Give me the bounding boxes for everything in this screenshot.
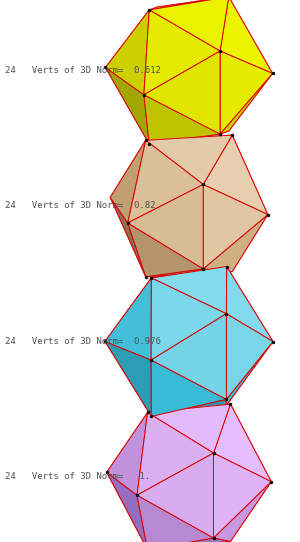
Polygon shape	[110, 143, 175, 228]
Polygon shape	[229, 0, 272, 73]
Polygon shape	[164, 404, 241, 459]
Polygon shape	[144, 51, 220, 134]
Polygon shape	[146, 135, 232, 184]
Polygon shape	[203, 215, 268, 272]
Polygon shape	[105, 278, 152, 360]
Polygon shape	[137, 453, 214, 538]
Polygon shape	[137, 495, 214, 542]
Polygon shape	[128, 140, 203, 223]
Polygon shape	[146, 228, 232, 277]
Polygon shape	[175, 189, 250, 272]
Polygon shape	[175, 143, 250, 228]
Polygon shape	[106, 68, 158, 144]
Polygon shape	[226, 341, 273, 405]
Polygon shape	[229, 46, 272, 131]
Polygon shape	[152, 267, 226, 314]
Polygon shape	[152, 369, 226, 416]
Polygon shape	[152, 267, 226, 283]
Polygon shape	[152, 399, 226, 416]
Polygon shape	[214, 453, 271, 538]
Polygon shape	[149, 0, 229, 10]
Polygon shape	[226, 323, 273, 405]
Polygon shape	[106, 10, 149, 95]
Polygon shape	[151, 360, 226, 416]
Polygon shape	[137, 412, 214, 495]
Polygon shape	[226, 267, 273, 341]
Text: 24   Verts of 3D Norm=  0.976: 24 Verts of 3D Norm= 0.976	[5, 337, 161, 346]
Polygon shape	[128, 223, 203, 277]
Polygon shape	[110, 197, 175, 277]
Polygon shape	[158, 46, 234, 131]
Polygon shape	[164, 416, 241, 501]
Polygon shape	[226, 314, 273, 399]
Polygon shape	[152, 267, 227, 323]
Polygon shape	[106, 68, 149, 144]
Polygon shape	[148, 404, 230, 453]
Polygon shape	[214, 404, 271, 482]
Polygon shape	[105, 283, 152, 369]
Polygon shape	[214, 482, 271, 541]
Polygon shape	[110, 197, 146, 277]
Polygon shape	[110, 140, 175, 197]
Polygon shape	[144, 95, 220, 144]
Polygon shape	[148, 404, 230, 416]
Polygon shape	[107, 412, 164, 472]
Text: 24   Verts of 3D Norm=  0.612: 24 Verts of 3D Norm= 0.612	[5, 66, 161, 75]
Polygon shape	[107, 416, 164, 501]
Polygon shape	[148, 501, 230, 542]
Text: 24   Verts of 3D Norm=   1.: 24 Verts of 3D Norm= 1.	[5, 473, 150, 481]
Polygon shape	[152, 283, 227, 369]
Polygon shape	[230, 459, 271, 541]
Polygon shape	[146, 135, 232, 143]
Polygon shape	[106, 7, 158, 68]
Polygon shape	[203, 184, 268, 269]
Polygon shape	[151, 278, 226, 360]
Polygon shape	[232, 189, 268, 272]
Polygon shape	[158, 0, 234, 46]
Polygon shape	[105, 341, 152, 416]
Polygon shape	[107, 472, 164, 542]
Polygon shape	[149, 131, 229, 144]
Text: 24   Verts of 3D Norm=  0.82: 24 Verts of 3D Norm= 0.82	[5, 202, 155, 210]
Polygon shape	[230, 404, 271, 482]
Polygon shape	[105, 341, 152, 416]
Polygon shape	[146, 269, 232, 277]
Polygon shape	[158, 7, 234, 90]
Polygon shape	[203, 135, 268, 215]
Polygon shape	[107, 472, 148, 542]
Polygon shape	[107, 412, 148, 495]
Polygon shape	[175, 135, 250, 189]
Polygon shape	[232, 135, 268, 215]
Polygon shape	[226, 267, 273, 341]
Polygon shape	[144, 10, 220, 95]
Polygon shape	[149, 90, 229, 144]
Polygon shape	[128, 184, 203, 269]
Polygon shape	[110, 140, 146, 223]
Polygon shape	[220, 73, 272, 134]
Polygon shape	[148, 538, 230, 542]
Polygon shape	[152, 323, 227, 405]
Polygon shape	[149, 0, 229, 51]
Polygon shape	[220, 0, 272, 73]
Polygon shape	[151, 314, 226, 399]
Polygon shape	[164, 459, 241, 541]
Polygon shape	[220, 51, 272, 134]
Polygon shape	[106, 7, 158, 90]
Polygon shape	[105, 278, 152, 341]
